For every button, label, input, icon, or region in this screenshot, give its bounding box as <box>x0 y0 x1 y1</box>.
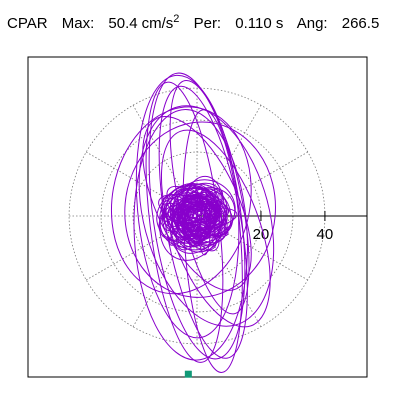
trace-loop <box>148 72 246 360</box>
max-value-group: 50.4 cm/s2 <box>108 13 180 32</box>
grid-spoke <box>86 151 170 201</box>
max-value: 50.4 <box>108 15 138 32</box>
trace-core-loop <box>163 206 223 232</box>
max-label: Max: <box>61 15 95 32</box>
trace-loop <box>110 106 252 295</box>
tick-label: 20 <box>253 226 270 243</box>
trace-core-loop <box>161 194 217 251</box>
chart-header: CPAR Max: 50.4 cm/s2 Per: 0.110 s Ang: 26… <box>7 13 389 32</box>
trace-loop <box>133 109 248 361</box>
grid-spoke <box>132 243 182 327</box>
angle-value: 266.5 <box>341 15 380 32</box>
grid-spoke <box>86 231 170 281</box>
trace-loop <box>124 121 276 298</box>
plot-frame <box>27 56 368 378</box>
peak-marker <box>184 370 192 378</box>
trace-core-loop <box>168 200 219 227</box>
max-exponent: 2 <box>173 13 180 25</box>
period-value: 0.110 s <box>235 15 284 32</box>
trace-loop <box>158 85 248 359</box>
trace-loop <box>160 129 271 328</box>
trace-core-loop <box>171 191 208 248</box>
max-unit: cm/s <box>141 15 174 32</box>
component-label: CPAR <box>7 15 48 32</box>
trace-core-loop <box>197 189 211 256</box>
motion-trace <box>110 72 276 373</box>
angle-label: Ang: <box>296 15 328 32</box>
tick-label: 40 <box>317 226 334 243</box>
trace-core-loop <box>174 187 236 244</box>
trace-core-loop <box>186 191 208 242</box>
period-label: Per: <box>193 15 222 32</box>
trace-loop <box>145 81 224 363</box>
